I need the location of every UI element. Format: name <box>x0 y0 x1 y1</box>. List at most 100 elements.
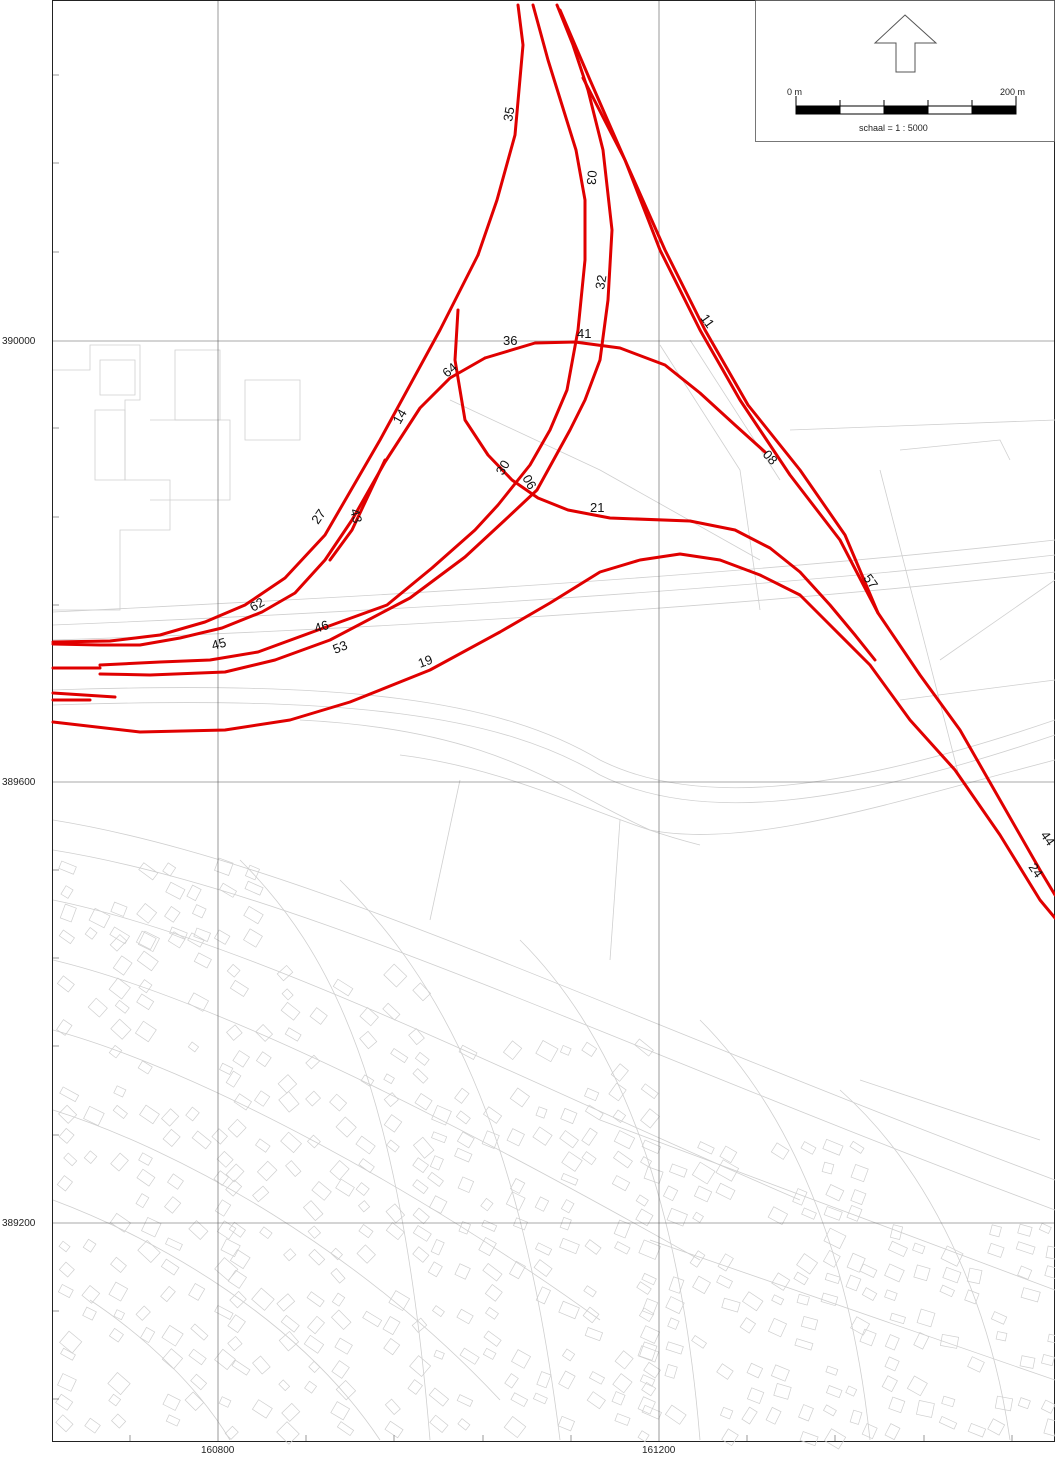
building <box>216 1220 237 1240</box>
building <box>356 1244 376 1264</box>
building <box>83 1150 98 1164</box>
building <box>511 1349 532 1369</box>
building <box>280 1131 302 1154</box>
building <box>218 1396 232 1408</box>
building <box>634 1038 654 1057</box>
building <box>849 1140 865 1154</box>
scale-end-label: 200 m <box>1000 87 1025 97</box>
building <box>169 926 188 940</box>
building <box>167 931 186 949</box>
building <box>255 1051 272 1068</box>
building <box>429 1414 449 1433</box>
building <box>252 1185 270 1203</box>
building <box>307 1225 322 1239</box>
building <box>770 1364 790 1382</box>
building <box>482 1106 503 1124</box>
building <box>637 1345 660 1363</box>
building <box>112 1104 128 1119</box>
building <box>850 1164 869 1183</box>
building <box>252 1355 271 1375</box>
building <box>966 1267 983 1285</box>
building <box>799 1431 819 1447</box>
building <box>358 1200 371 1213</box>
building <box>137 1239 161 1264</box>
building <box>939 1333 960 1349</box>
building <box>800 1141 817 1155</box>
building <box>278 1330 300 1352</box>
route-label: 30 <box>493 457 513 477</box>
up-arrow-icon <box>873 14 938 73</box>
building <box>431 1105 452 1126</box>
route-label: 46 <box>312 617 330 636</box>
building <box>355 1135 376 1155</box>
building <box>251 1399 273 1419</box>
building <box>535 1040 559 1063</box>
building <box>280 1001 301 1021</box>
building <box>613 1219 631 1239</box>
building <box>581 1041 598 1058</box>
building <box>583 1285 597 1298</box>
building <box>850 1189 867 1206</box>
building <box>233 1093 252 1111</box>
building <box>331 1292 346 1307</box>
building <box>697 1141 715 1155</box>
building <box>582 1306 600 1324</box>
building <box>716 1274 733 1289</box>
building <box>941 1395 956 1408</box>
building <box>302 1200 324 1222</box>
building <box>386 1139 400 1153</box>
building <box>428 1387 450 1407</box>
building <box>167 1173 184 1190</box>
building <box>112 955 133 976</box>
building <box>640 1325 661 1344</box>
building <box>110 1256 127 1274</box>
building <box>640 1156 653 1168</box>
building <box>535 1286 551 1305</box>
map-frame <box>52 0 1055 1442</box>
building <box>59 1330 83 1354</box>
building <box>612 1109 627 1123</box>
building <box>214 1257 239 1281</box>
building <box>557 1415 575 1432</box>
building <box>967 1356 985 1373</box>
building <box>532 1392 548 1405</box>
building <box>792 1188 808 1206</box>
building <box>191 1130 212 1150</box>
route-label: 21 <box>590 500 604 515</box>
building <box>308 1360 321 1373</box>
building <box>823 1206 843 1221</box>
building <box>429 1155 444 1171</box>
building <box>113 1085 127 1098</box>
building <box>433 1349 445 1360</box>
building <box>478 1236 497 1257</box>
building <box>251 1287 275 1311</box>
building <box>109 934 128 952</box>
building <box>385 1203 406 1224</box>
y-label-389200: 389200 <box>2 1218 36 1229</box>
building <box>162 862 177 877</box>
building <box>640 1083 659 1100</box>
building <box>226 963 241 978</box>
building <box>224 1425 239 1440</box>
building <box>884 1356 900 1372</box>
building <box>254 1090 271 1107</box>
building <box>227 1335 243 1352</box>
building <box>456 1308 474 1325</box>
y-label-389600: 389600 <box>2 777 36 788</box>
route-label: 41 <box>577 326 591 341</box>
building <box>109 1212 132 1233</box>
building <box>457 1418 471 1431</box>
building <box>56 1019 73 1036</box>
building <box>431 1131 448 1144</box>
building <box>383 1114 403 1133</box>
building <box>56 1175 73 1192</box>
building <box>219 1062 234 1075</box>
building <box>665 1341 684 1355</box>
building <box>638 1239 661 1260</box>
building <box>134 1020 157 1043</box>
building <box>641 1298 659 1316</box>
building <box>136 1168 156 1187</box>
building <box>358 1158 375 1174</box>
building <box>534 1196 550 1212</box>
